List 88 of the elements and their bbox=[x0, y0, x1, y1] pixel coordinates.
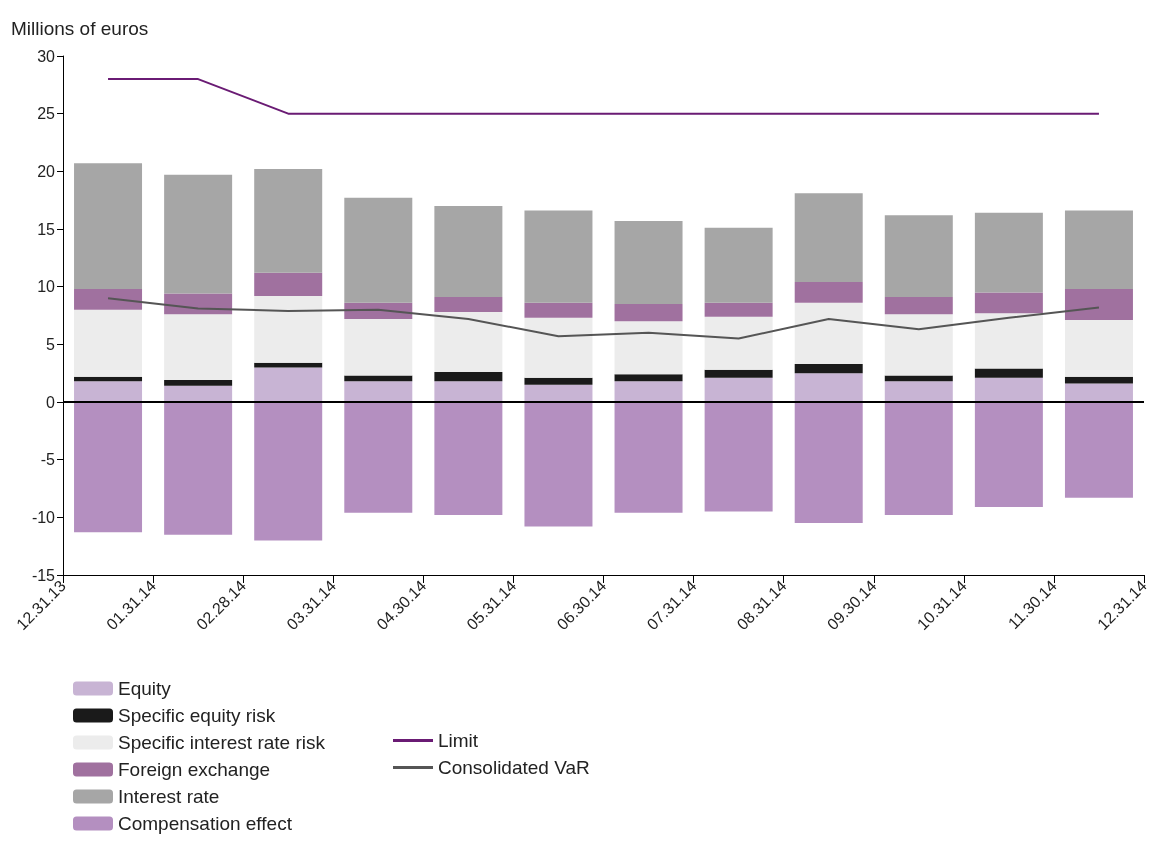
bar bbox=[254, 402, 323, 541]
legend-label: Compensation effect bbox=[118, 813, 293, 834]
y-tick-label: 20 bbox=[37, 162, 56, 180]
bar bbox=[344, 381, 413, 402]
bar bbox=[434, 205, 503, 298]
bar bbox=[164, 385, 233, 402]
bar bbox=[164, 174, 233, 294]
bar bbox=[1064, 376, 1133, 384]
bar bbox=[974, 313, 1043, 369]
bar bbox=[74, 309, 143, 377]
bar bbox=[74, 402, 143, 533]
bar bbox=[614, 374, 683, 382]
bar bbox=[704, 316, 773, 370]
bar bbox=[74, 381, 143, 402]
y-tick-label: 25 bbox=[37, 105, 56, 123]
bar bbox=[434, 372, 503, 382]
y-tick-label: 10 bbox=[37, 278, 56, 296]
bar bbox=[614, 381, 683, 402]
y-axis-title: Millions of euros bbox=[11, 18, 149, 39]
legend-label: Interest rate bbox=[118, 786, 220, 807]
bar bbox=[434, 297, 503, 313]
bar bbox=[1064, 402, 1133, 498]
bar bbox=[1064, 320, 1133, 377]
bar bbox=[524, 210, 593, 303]
bar bbox=[614, 220, 683, 304]
y-tick-label: 30 bbox=[37, 47, 56, 65]
bar bbox=[344, 318, 413, 376]
bar bbox=[434, 312, 503, 373]
y-tick-label: -10 bbox=[31, 508, 56, 526]
bar bbox=[524, 302, 593, 318]
legend-label: Equity bbox=[118, 678, 172, 699]
bar bbox=[794, 373, 863, 402]
bar bbox=[254, 272, 323, 296]
bar bbox=[344, 375, 413, 382]
legend-label: Foreign exchange bbox=[118, 759, 271, 780]
bar bbox=[614, 402, 683, 513]
y-tick-label: -5 bbox=[40, 451, 56, 469]
line-series bbox=[107, 297, 1100, 340]
bar bbox=[1064, 288, 1133, 321]
bar bbox=[974, 368, 1043, 378]
bar bbox=[704, 227, 773, 303]
bar bbox=[344, 197, 413, 303]
y-tick-label: -15 bbox=[31, 566, 56, 584]
bar bbox=[524, 317, 593, 378]
bar bbox=[434, 381, 503, 402]
bar bbox=[614, 303, 683, 322]
bar bbox=[164, 402, 233, 535]
bar bbox=[254, 295, 323, 363]
y-tick-label: 15 bbox=[37, 220, 56, 238]
bar bbox=[704, 302, 773, 317]
bar bbox=[974, 402, 1043, 507]
bar bbox=[794, 193, 863, 283]
bar bbox=[794, 302, 863, 364]
bar bbox=[884, 402, 953, 516]
y-tick-label: 0 bbox=[46, 393, 56, 411]
bar bbox=[884, 215, 953, 298]
bar bbox=[704, 402, 773, 512]
bar bbox=[254, 169, 323, 273]
bar bbox=[794, 282, 863, 303]
bar bbox=[164, 380, 233, 386]
bar bbox=[884, 381, 953, 402]
bar bbox=[74, 163, 143, 289]
bar bbox=[254, 367, 323, 402]
bar bbox=[794, 363, 863, 374]
bar bbox=[884, 297, 953, 315]
bar bbox=[74, 288, 143, 310]
bar bbox=[704, 369, 773, 378]
legend-label: Limit bbox=[438, 730, 479, 751]
legend-label: Specific interest rate risk bbox=[118, 732, 326, 753]
bar bbox=[1064, 210, 1133, 289]
bar bbox=[524, 402, 593, 527]
bar bbox=[974, 292, 1043, 314]
bar bbox=[164, 314, 233, 381]
bar bbox=[794, 402, 863, 524]
bar bbox=[434, 402, 503, 516]
bar bbox=[974, 377, 1043, 402]
legend-label: Specific equity risk bbox=[118, 705, 276, 726]
bar bbox=[704, 377, 773, 402]
bar bbox=[524, 377, 593, 385]
bar bbox=[974, 212, 1043, 293]
legend-label: Consolidated VaR bbox=[438, 757, 590, 778]
y-tick-label: 5 bbox=[46, 335, 56, 353]
bar bbox=[1064, 383, 1133, 402]
bar bbox=[884, 375, 953, 382]
bar bbox=[344, 402, 413, 513]
bar bbox=[884, 314, 953, 376]
bar bbox=[614, 321, 683, 375]
bar bbox=[524, 384, 593, 402]
